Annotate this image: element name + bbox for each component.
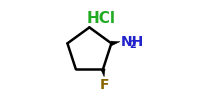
Text: HCl: HCl <box>86 11 115 26</box>
Text: 2: 2 <box>129 40 136 50</box>
Text: F: F <box>100 78 109 92</box>
Polygon shape <box>101 69 105 77</box>
Polygon shape <box>111 41 120 46</box>
Text: NH: NH <box>121 35 144 49</box>
